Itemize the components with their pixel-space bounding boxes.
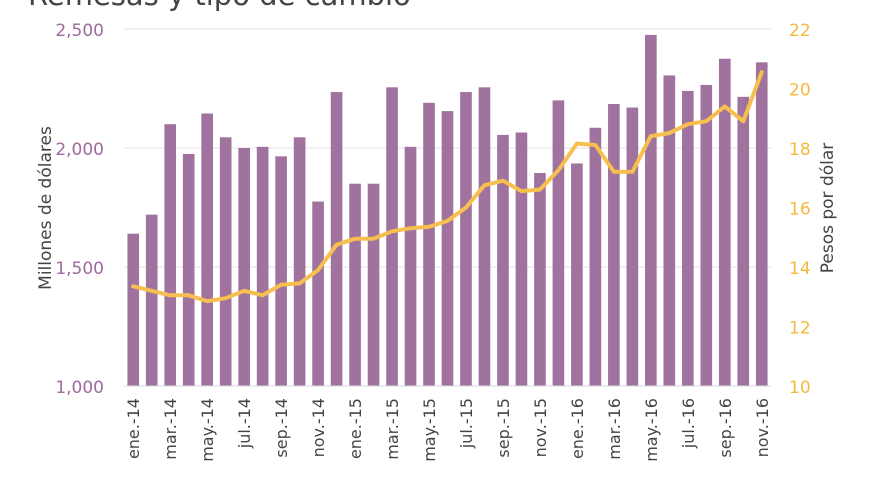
- bar: [608, 103, 620, 386]
- y2-tick-label: 22: [789, 21, 811, 41]
- y2-tick-label: 18: [789, 140, 811, 160]
- y2-tick-label: 16: [789, 200, 811, 220]
- bar: [127, 233, 140, 386]
- bar: [201, 113, 214, 387]
- y-axis-title: Millones de dólares: [36, 126, 56, 290]
- x-tick-label: sep.-14: [272, 398, 291, 458]
- bar: [256, 146, 269, 386]
- bar: [441, 111, 454, 387]
- bar: [534, 172, 546, 386]
- x-tick-label: may.-14: [198, 398, 217, 462]
- x-tick-label: ene.-15: [346, 398, 365, 459]
- y2-tick-label: 20: [789, 81, 811, 101]
- y-tick-label: 1,500: [55, 259, 104, 279]
- bar: [145, 214, 158, 386]
- x-tick-label: nov.-15: [531, 398, 550, 457]
- x-tick-label: ene.-14: [124, 398, 143, 459]
- bar: [552, 100, 565, 387]
- x-tick-label: sep.-15: [494, 398, 513, 458]
- bar: [700, 84, 713, 387]
- y2-tick-label: 10: [789, 378, 811, 398]
- y-tick-label: 2,500: [55, 21, 104, 41]
- bar: [755, 62, 768, 386]
- bar: [645, 34, 657, 386]
- bar: [737, 96, 750, 386]
- x-tick-label: sep.-16: [716, 398, 735, 458]
- bar: [219, 137, 232, 386]
- x-tick-label: may.-16: [642, 398, 661, 462]
- x-tick-label: ene.-16: [568, 398, 587, 459]
- bar: [681, 90, 694, 386]
- bar: [238, 148, 250, 386]
- y-tick-label: 1,000: [55, 378, 104, 398]
- bar: [460, 92, 472, 386]
- x-tick-label: jul.-15: [457, 398, 476, 449]
- bar: [718, 58, 731, 386]
- bar: [571, 163, 583, 386]
- bar: [182, 153, 195, 386]
- x-tick-label: mar.-15: [383, 398, 402, 460]
- bar: [367, 183, 380, 386]
- bar: [330, 92, 343, 386]
- x-tick-label: nov.-14: [309, 398, 328, 457]
- bar: [275, 156, 287, 386]
- chart-title: Remesas y tipo de cambio: [28, 0, 411, 12]
- bar: [478, 87, 491, 386]
- line-series: [131, 70, 764, 304]
- y-tick-label: 2,000: [55, 140, 104, 160]
- bar: [589, 127, 602, 387]
- bar: [349, 183, 361, 386]
- x-tick-label: mar.-14: [161, 398, 180, 460]
- x-tick-label: jul.-16: [679, 398, 698, 449]
- bar: [386, 87, 398, 386]
- x-tick-label: jul.-14: [235, 398, 254, 449]
- y2-axis-title: Pesos por dólar: [818, 143, 838, 274]
- bar: [164, 124, 177, 386]
- x-tick-label: nov.-16: [753, 398, 772, 457]
- y2-tick-label: 14: [789, 259, 811, 279]
- x-tick-label: mar.-16: [605, 398, 624, 460]
- x-tick-label: may.-15: [420, 398, 439, 462]
- bar: [626, 107, 639, 386]
- bar: [293, 137, 306, 386]
- bar: [497, 134, 509, 386]
- bar: [423, 102, 435, 386]
- y2-tick-label: 12: [789, 319, 811, 339]
- bar: [663, 75, 676, 386]
- bar: [312, 201, 324, 386]
- bar: [515, 132, 528, 386]
- bar: [404, 146, 417, 386]
